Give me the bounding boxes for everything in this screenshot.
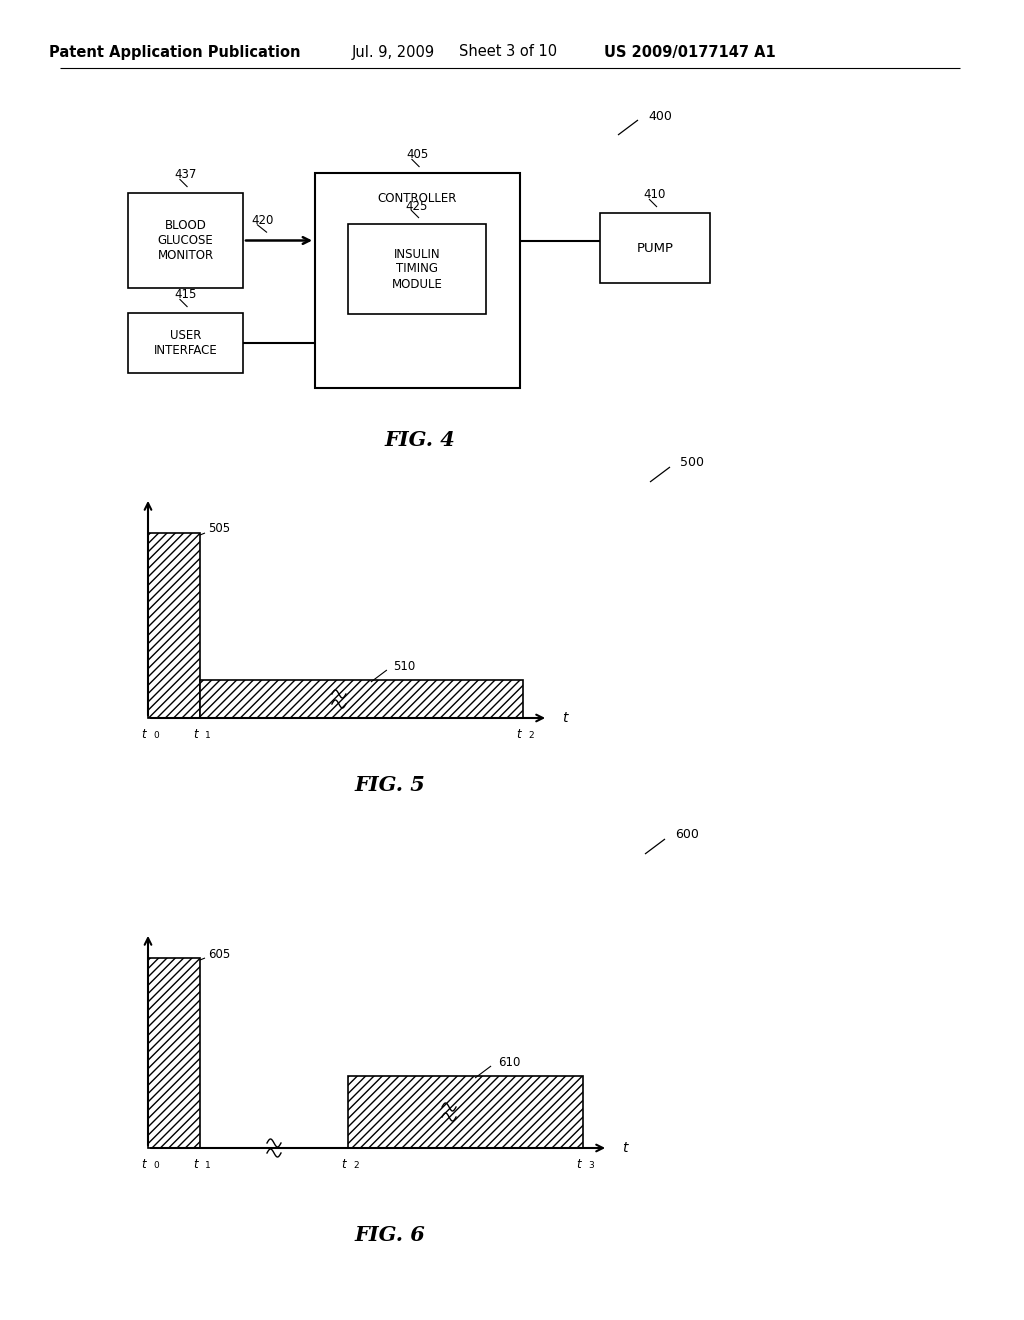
Text: 3: 3: [588, 1162, 594, 1171]
Text: 405: 405: [407, 149, 429, 161]
Text: 2: 2: [353, 1162, 358, 1171]
Bar: [148, 533, 200, 718]
Text: Patent Application Publication: Patent Application Publication: [49, 45, 301, 59]
Text: USER
INTERFACE: USER INTERFACE: [154, 329, 217, 356]
Bar: [128, 193, 243, 288]
Text: t: t: [194, 1158, 198, 1171]
Text: 0: 0: [153, 1162, 159, 1171]
Text: 437: 437: [174, 169, 197, 181]
Bar: [148, 958, 200, 1148]
Text: t: t: [194, 727, 198, 741]
Text: t: t: [141, 1158, 146, 1171]
Text: US 2009/0177147 A1: US 2009/0177147 A1: [604, 45, 776, 59]
Text: FIG. 4: FIG. 4: [385, 430, 456, 450]
Bar: [200, 680, 523, 718]
Text: t: t: [516, 727, 521, 741]
Text: 2: 2: [528, 731, 534, 741]
Text: Sheet 3 of 10: Sheet 3 of 10: [459, 45, 557, 59]
Bar: [348, 224, 486, 314]
Bar: [128, 313, 243, 374]
Text: 0: 0: [153, 731, 159, 741]
Text: 500: 500: [680, 457, 705, 470]
Text: CONTROLLER: CONTROLLER: [378, 191, 457, 205]
Text: 1: 1: [205, 1162, 211, 1171]
Text: 410: 410: [644, 189, 667, 202]
Text: Jul. 9, 2009: Jul. 9, 2009: [351, 45, 434, 59]
Text: PUMP: PUMP: [637, 242, 674, 255]
Text: FIG. 5: FIG. 5: [354, 775, 425, 795]
Text: INSULIN
TIMING
MODULE: INSULIN TIMING MODULE: [391, 248, 442, 290]
Text: t: t: [577, 1158, 581, 1171]
Text: t: t: [141, 727, 146, 741]
Text: 420: 420: [251, 214, 273, 227]
Text: t: t: [622, 1140, 628, 1155]
Text: 605: 605: [208, 948, 230, 961]
Text: 610: 610: [498, 1056, 520, 1068]
Text: BLOOD
GLUCOSE
MONITOR: BLOOD GLUCOSE MONITOR: [158, 219, 214, 261]
Text: FIG. 6: FIG. 6: [354, 1225, 425, 1245]
Bar: [600, 213, 710, 282]
Text: 400: 400: [648, 111, 672, 124]
Text: 510: 510: [393, 660, 415, 672]
Text: 425: 425: [406, 199, 428, 213]
Text: t: t: [341, 1158, 346, 1171]
Bar: [315, 173, 520, 388]
Text: 600: 600: [675, 829, 698, 842]
Text: 415: 415: [174, 289, 197, 301]
Bar: [348, 1076, 583, 1148]
Text: 505: 505: [208, 523, 230, 536]
Text: t: t: [562, 711, 567, 725]
Text: 1: 1: [205, 731, 211, 741]
